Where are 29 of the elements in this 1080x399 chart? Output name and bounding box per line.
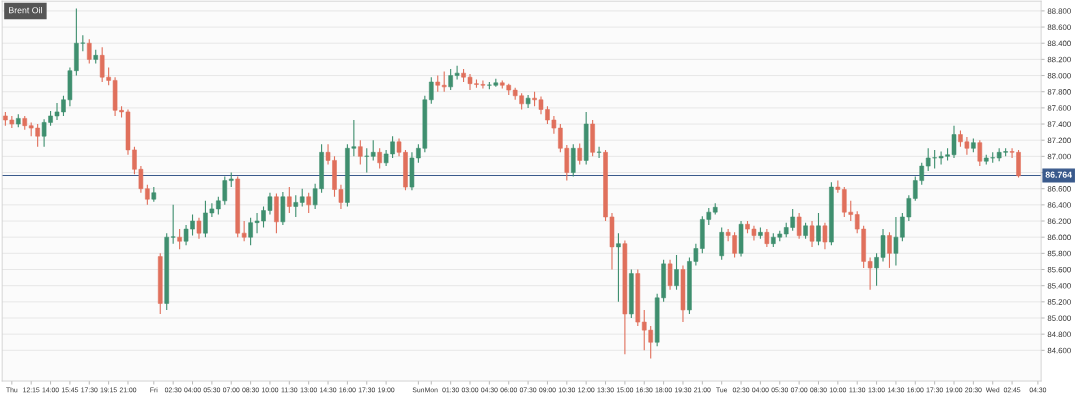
candlestick bbox=[674, 254, 679, 291]
candlestick bbox=[577, 142, 582, 166]
candlestick bbox=[287, 186, 292, 214]
candlestick bbox=[816, 212, 821, 246]
candlestick bbox=[358, 139, 363, 166]
candlestick bbox=[596, 146, 602, 159]
candlestick bbox=[196, 217, 202, 240]
candlestick bbox=[170, 204, 176, 245]
ref-line-label: 86.764 bbox=[1045, 171, 1072, 178]
candlestick bbox=[241, 220, 247, 242]
candlestick bbox=[87, 38, 92, 64]
candlestick bbox=[293, 194, 299, 218]
candlestick bbox=[796, 212, 802, 240]
candlestick bbox=[977, 139, 983, 167]
text: Brent Oil bbox=[9, 6, 42, 14]
candlestick bbox=[667, 259, 673, 291]
candlestick bbox=[809, 220, 815, 248]
candlestick bbox=[370, 139, 376, 161]
candlestick bbox=[441, 70, 447, 93]
candlestick bbox=[429, 76, 434, 105]
candlestick bbox=[177, 228, 182, 250]
candlestick bbox=[377, 147, 382, 170]
candlestick bbox=[525, 94, 531, 109]
candlestick bbox=[306, 192, 311, 214]
candlestick bbox=[887, 231, 892, 269]
candlestick bbox=[719, 226, 724, 261]
candlestick bbox=[616, 232, 621, 303]
candlestick bbox=[822, 222, 828, 250]
candlestick bbox=[364, 147, 370, 174]
